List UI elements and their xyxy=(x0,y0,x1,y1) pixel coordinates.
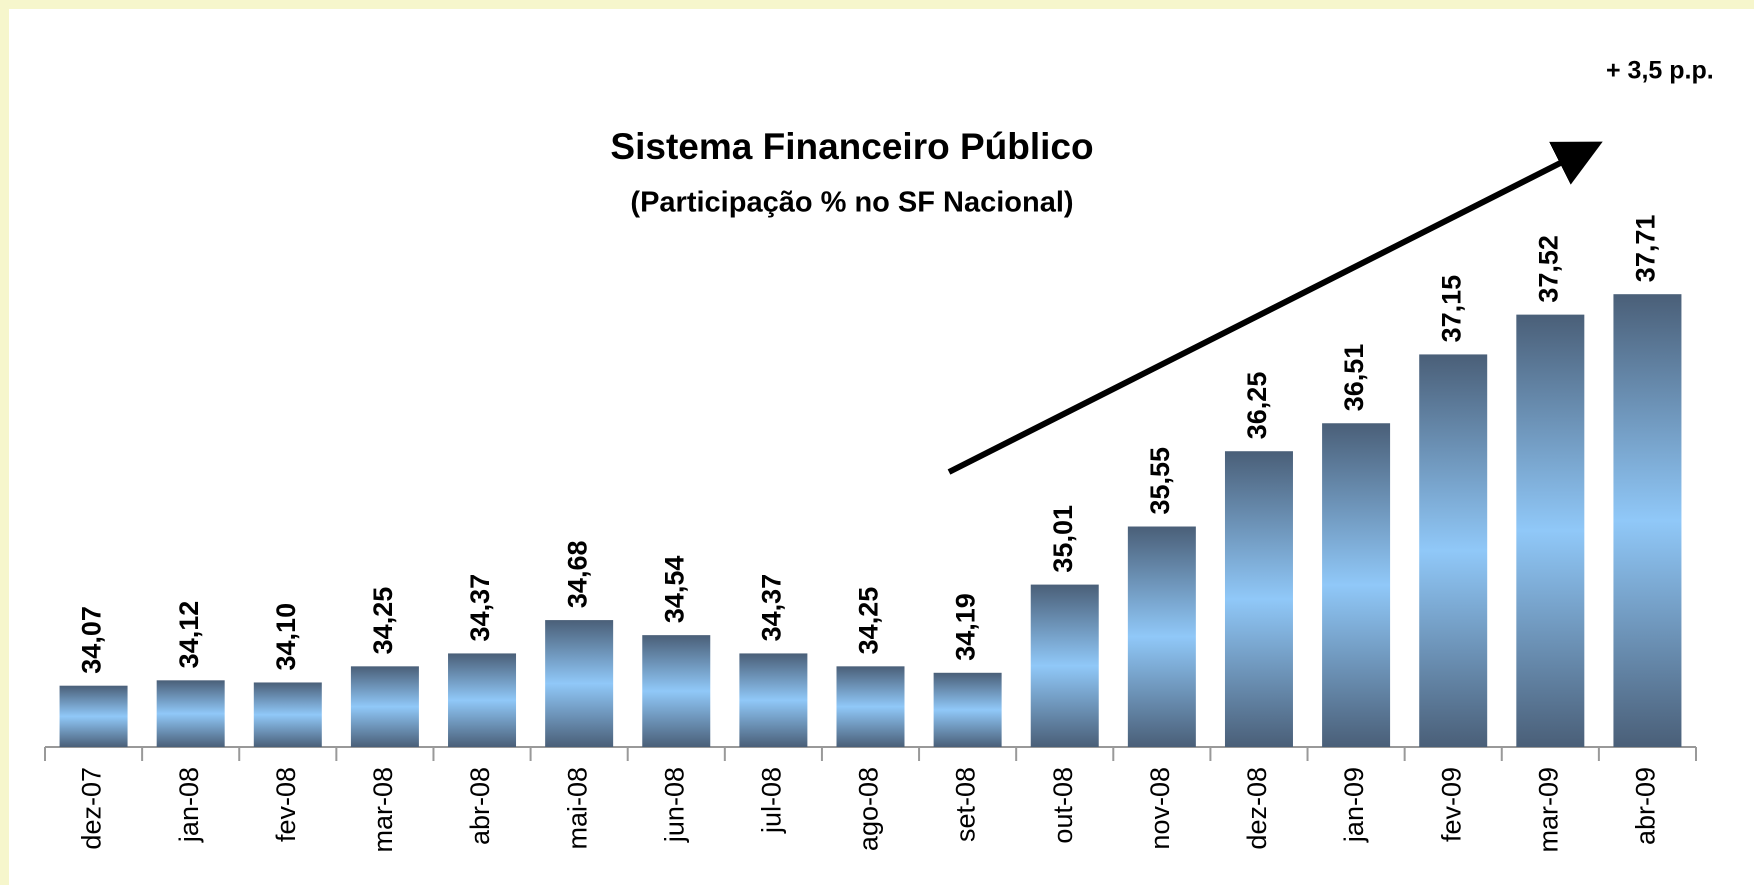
x-tick-label: jun-08 xyxy=(659,767,689,843)
x-tick-label: mar-08 xyxy=(368,767,398,853)
x-tick-label: mar-09 xyxy=(1533,767,1563,853)
chart-title: Sistema Financeiro Público xyxy=(610,126,1093,167)
x-tick-label: jan-08 xyxy=(174,767,204,843)
data-label: 35,55 xyxy=(1145,447,1175,515)
data-label: 34,10 xyxy=(271,603,301,671)
data-label: 36,25 xyxy=(1242,372,1272,440)
x-tick-label: out-08 xyxy=(1048,767,1078,844)
data-label: 34,19 xyxy=(951,593,981,661)
data-label: 36,51 xyxy=(1339,344,1369,412)
x-tick-label: nov-08 xyxy=(1145,767,1175,850)
data-label: 34,54 xyxy=(659,556,689,624)
bar xyxy=(1224,451,1293,747)
bar xyxy=(1516,314,1585,747)
x-tick-label: jul-08 xyxy=(757,767,787,834)
data-label: 34,07 xyxy=(77,606,107,674)
bar xyxy=(1613,294,1682,747)
data-label: 35,01 xyxy=(1048,505,1078,573)
bar xyxy=(1030,584,1099,747)
x-tick-label: set-08 xyxy=(951,767,981,842)
bar xyxy=(156,680,225,747)
data-label: 34,12 xyxy=(174,601,204,669)
bar xyxy=(448,653,517,747)
chart-subtitle: (Participação % no SF Nacional) xyxy=(630,187,1073,219)
bar xyxy=(253,682,322,747)
bar xyxy=(836,666,905,747)
data-label: 34,68 xyxy=(562,541,592,609)
bar xyxy=(1127,526,1196,747)
x-tick-label: jan-09 xyxy=(1339,767,1369,843)
data-label: 37,15 xyxy=(1436,275,1466,343)
bar xyxy=(1322,423,1391,747)
bar xyxy=(1419,354,1488,747)
x-tick-label: dez-07 xyxy=(77,767,107,850)
x-tick-label: mai-08 xyxy=(562,767,592,850)
data-label: 34,25 xyxy=(368,587,398,655)
x-tick-label: dez-08 xyxy=(1242,767,1272,850)
annotation: + 3,5 p.p. xyxy=(1606,57,1714,85)
bar xyxy=(350,666,419,747)
x-tick-label: ago-08 xyxy=(854,767,884,851)
data-label: 37,71 xyxy=(1631,215,1661,283)
bar xyxy=(545,620,614,747)
x-tick-label: abr-09 xyxy=(1631,767,1661,845)
data-label: 37,52 xyxy=(1533,235,1563,303)
bar xyxy=(933,672,1002,747)
x-tick-label: fev-09 xyxy=(1436,767,1466,842)
x-tick-label: abr-08 xyxy=(465,767,495,845)
data-label: 34,37 xyxy=(757,574,787,642)
bar xyxy=(739,653,808,747)
data-label: 34,25 xyxy=(854,587,884,655)
bar xyxy=(59,685,128,747)
data-label: 34,37 xyxy=(465,574,495,642)
x-tick-label: fev-08 xyxy=(271,767,301,842)
bar xyxy=(642,635,711,747)
trend-arrow xyxy=(947,141,1603,475)
